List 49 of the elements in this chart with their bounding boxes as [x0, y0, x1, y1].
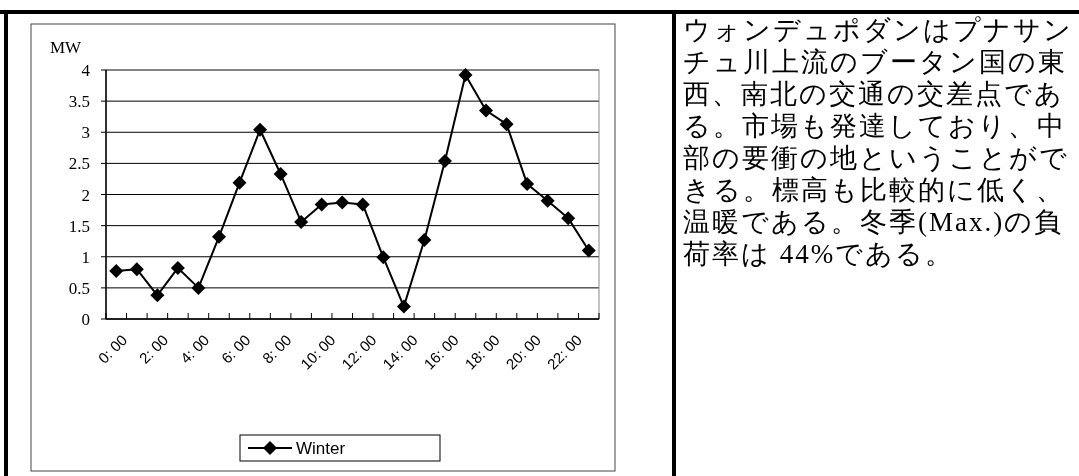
- point: [499, 117, 514, 132]
- point: [314, 197, 329, 212]
- point: [396, 299, 411, 314]
- point: [273, 166, 288, 181]
- point: [561, 211, 576, 226]
- y-tick-label: 4: [81, 61, 91, 80]
- point: [376, 250, 391, 265]
- point: [437, 153, 452, 168]
- point: [458, 67, 473, 82]
- point: [479, 103, 494, 118]
- y-tick-label: 0: [81, 310, 90, 329]
- y-tick-label: 3.5: [68, 92, 90, 112]
- text: ウォンデュポダンはプナサンチュ川上流のブータン国の東西、南北の交通の交差点である。市場も発達しており、中部の要衝の地ということができる。標高も比較的に低く、温暖である。冬季(Max.)の負荷率は 44%である。: [683, 14, 1074, 270]
- point: [150, 288, 165, 303]
- y-tick-label: 1: [81, 247, 90, 267]
- y-tick-label: 2: [81, 185, 90, 205]
- point: [211, 229, 226, 244]
- x-tick-label: 6: 00: [217, 331, 254, 367]
- y-axis-title: MW: [50, 38, 83, 57]
- point: [294, 214, 309, 229]
- point: [191, 280, 206, 295]
- x-tick-label: 4: 00: [176, 331, 213, 367]
- y-tick-label: 3: [81, 123, 90, 143]
- point: [129, 262, 144, 277]
- x-tick-label: 20: 00: [502, 331, 544, 373]
- point: [232, 175, 247, 190]
- x-tick-label: 14: 00: [379, 331, 421, 373]
- point: [253, 122, 268, 137]
- y-tick-label: 0.5: [68, 278, 90, 298]
- point: [540, 193, 555, 208]
- x-tick-label: 8: 00: [258, 331, 295, 367]
- x-tick-label: 18: 00: [461, 331, 503, 373]
- legend: Winter: [239, 434, 441, 462]
- point: [170, 260, 185, 275]
- x-tick-label: 0: 00: [94, 331, 131, 367]
- y-tick-label: 1.5: [68, 216, 90, 236]
- point: [581, 243, 596, 258]
- x-tick-label: 10: 00: [297, 331, 339, 373]
- x-tick-label: 22: 00: [543, 331, 586, 373]
- y-tick-label: 2.5: [68, 154, 90, 174]
- x-tick-label: 2: 00: [135, 331, 172, 367]
- legend-label: Winter: [296, 439, 346, 458]
- point: [417, 232, 432, 247]
- point: [355, 197, 370, 212]
- point: [109, 264, 124, 279]
- x-tick-label: 12: 00: [338, 331, 380, 373]
- point: [335, 195, 350, 210]
- point: [520, 176, 535, 191]
- x-tick-label: 16: 00: [420, 331, 462, 373]
